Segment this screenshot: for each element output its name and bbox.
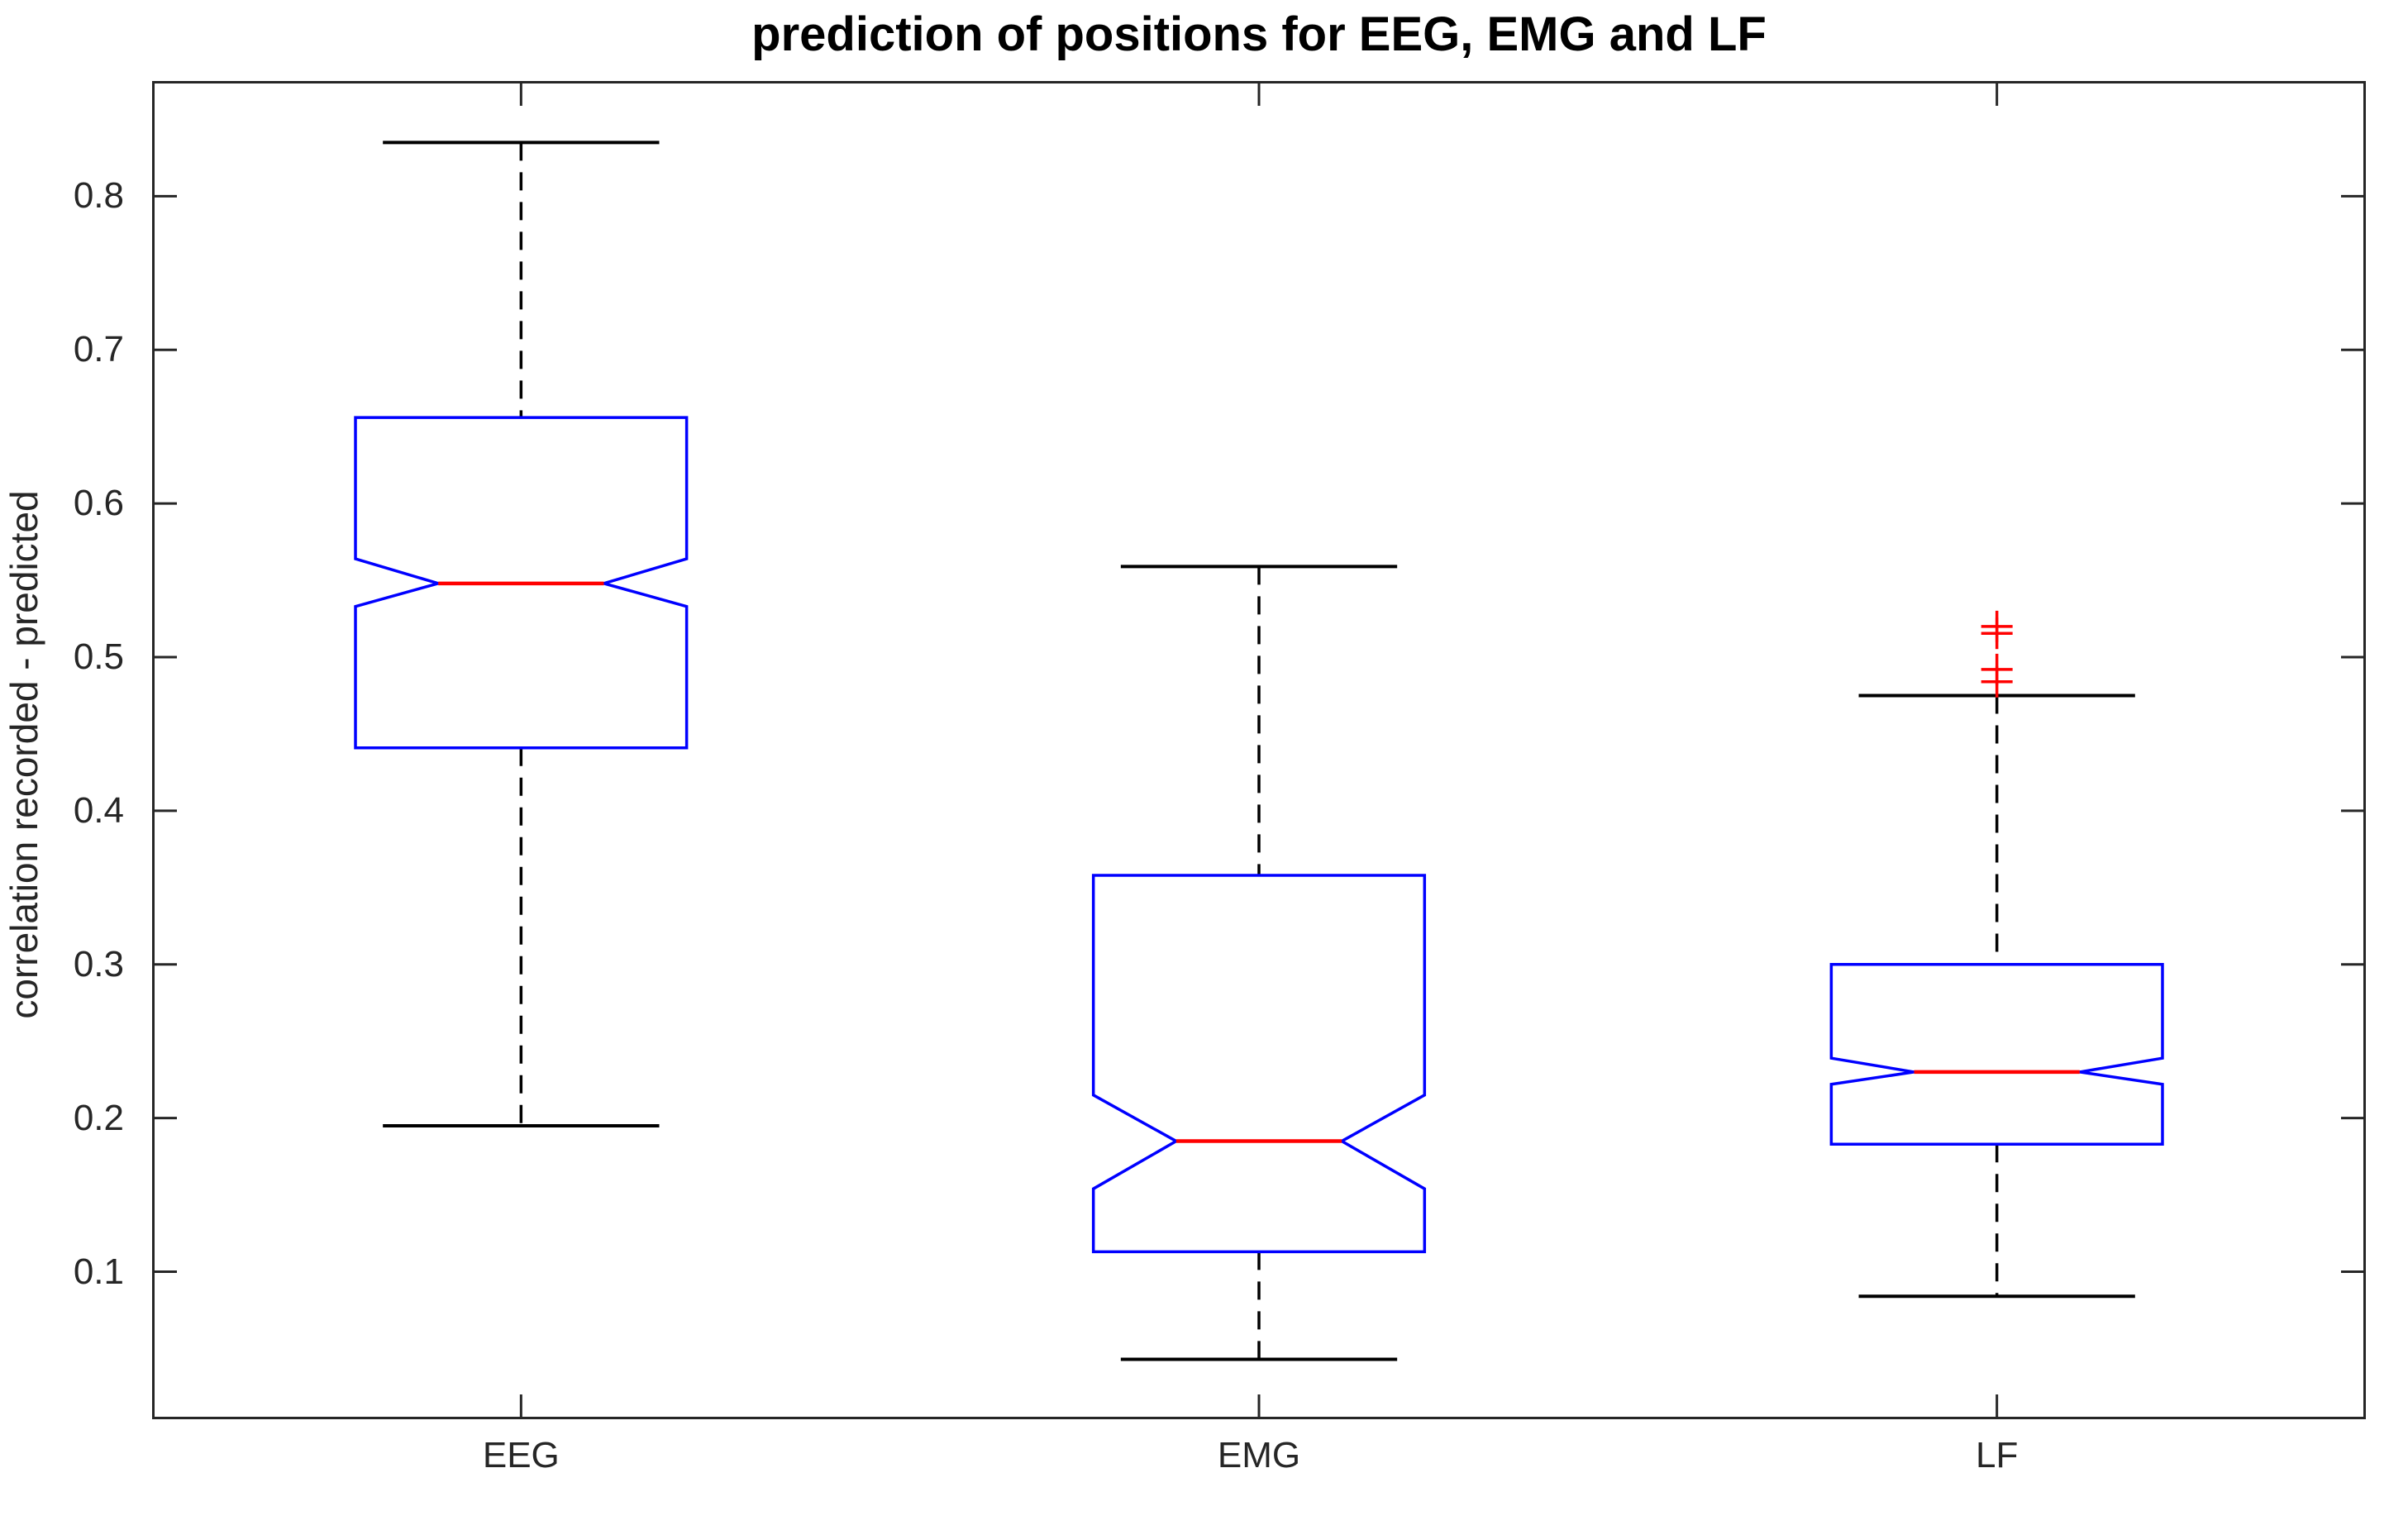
y-tick-label: 0.8 xyxy=(73,175,124,217)
outlier-marker xyxy=(1981,665,2013,698)
y-tick-label: 0.4 xyxy=(73,789,124,831)
outlier-marker xyxy=(1981,617,2013,650)
y-tick-label: 0.2 xyxy=(73,1097,124,1138)
y-tick-label: 0.5 xyxy=(73,636,124,678)
notched-box xyxy=(354,416,689,750)
notched-box xyxy=(1829,963,2164,1146)
box-group-EMG xyxy=(1091,565,1427,1361)
y-tick-label: 0.7 xyxy=(73,329,124,370)
boxplot-canvas xyxy=(152,81,2366,1419)
box-group-EEG xyxy=(354,141,689,1127)
chart-title: prediction of positions for EEG, EMG and… xyxy=(751,7,1767,61)
plot-area xyxy=(152,81,2366,1419)
y-tick-label: 0.6 xyxy=(73,483,124,524)
box-group-LF xyxy=(1829,610,2164,1299)
y-tick-label: 0.1 xyxy=(73,1251,124,1292)
notched-box xyxy=(1091,874,1427,1254)
y-tick-label: 0.3 xyxy=(73,943,124,984)
x-category-label: EMG xyxy=(1217,1435,1301,1475)
x-category-label: LF xyxy=(1975,1435,2019,1475)
x-category-label: EEG xyxy=(482,1435,560,1475)
